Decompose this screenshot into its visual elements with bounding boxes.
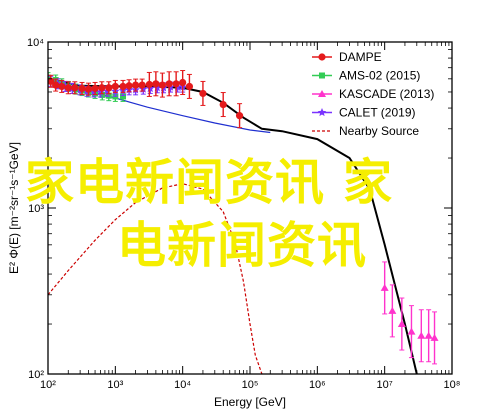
y-tick-label: 10⁴ [27,37,44,49]
x-tick-label: 10² [40,379,56,391]
kascade-2013-point [397,320,406,328]
dampe-point [58,82,66,91]
x-tick-label: 10⁴ [174,379,191,391]
legend-ams-02-2015-label: AMS-02 (2015) [339,69,420,83]
x-tick-label: 10⁷ [377,379,393,391]
nearby-source-curve [48,183,263,374]
plot-area [48,70,439,374]
calet-2019-point [146,84,155,93]
dampe-point [165,80,173,88]
dampe-point [111,82,119,91]
kascade-2013-point [417,331,426,339]
dampe-point [185,82,194,91]
y-tick-label: 10² [28,369,44,381]
calet-2019-point [153,83,162,92]
legend-dampe-marker [318,53,326,61]
legend-nearby-source-label: Nearby Source [339,124,419,138]
dampe-point [132,81,140,89]
dampe-point [235,112,244,120]
dampe-point [64,84,72,92]
dampe-point [199,89,207,98]
dampe-point [158,81,166,89]
kascade-2013-point [407,327,416,335]
legend-calet-2019-label: CALET (2019) [339,106,415,120]
dampe-point [119,82,127,91]
dampe-point [105,84,113,92]
ams-02-2015-point [48,74,51,81]
dampe-point [78,84,86,93]
legend-ams-02-2015-marker [319,72,325,79]
dampe-point [84,85,93,93]
kascade-2013-point [380,283,389,291]
legend-dampe-label: DAMPE [339,50,382,64]
legend-kascade-2013-marker [318,90,326,97]
watermark-line-2: 电新闻资讯 [117,217,368,274]
x-axis-label: Energy [GeV] [214,395,286,409]
x-tick-label: 10³ [107,379,123,391]
dampe-point [71,84,79,92]
calet-2019-point [96,87,105,96]
ams-02-2015-point [120,93,127,100]
kascade-2013-point [424,331,433,339]
legend-kascade-2013-label: KASCADE (2013) [339,87,434,101]
watermark-line-1: 家电新闻资讯 家 [25,154,394,211]
dampe-point [172,80,180,88]
dampe-point [52,81,60,89]
dampe-point [152,80,160,88]
x-tick-label: 10⁶ [309,379,326,391]
kascade-2013-point [388,306,397,314]
dampe-point [91,84,99,93]
dampe-point [125,82,133,90]
dampe-point [145,80,153,89]
dampe-point [219,100,227,109]
kascade-2013-point [430,333,439,341]
x-tick-label: 10⁸ [444,379,461,391]
legend-calet-2019-marker [317,108,327,117]
x-tick-label: 10⁵ [242,379,259,391]
dampe-point [138,81,146,89]
ams-02-2015-point [105,92,112,99]
dampe-point [179,78,187,87]
dampe-point [98,84,106,92]
y-axis-label: E² Φ(E) [m⁻²sr⁻¹s⁻¹GeV] [7,142,21,274]
y-tick-label: 10³ [28,203,44,215]
